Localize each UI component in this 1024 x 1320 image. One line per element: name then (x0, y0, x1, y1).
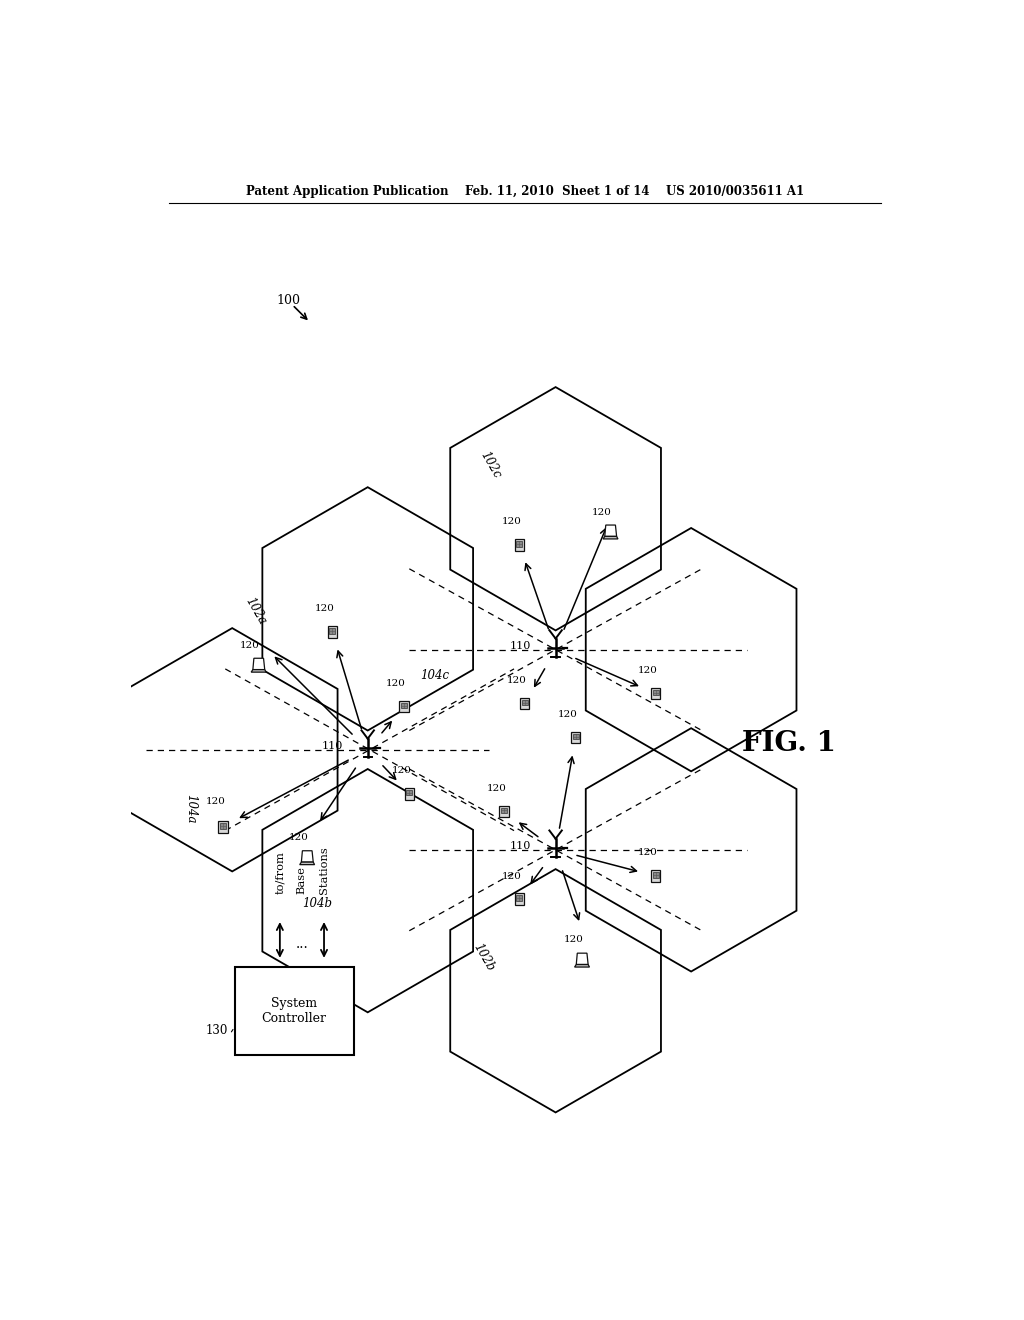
Polygon shape (577, 953, 588, 965)
Bar (515, 894, 524, 906)
Bar (516, 895, 522, 902)
Text: 120: 120 (391, 766, 412, 775)
Bar (234, 966, 354, 1056)
Text: 120: 120 (558, 710, 578, 719)
Bar (572, 734, 579, 739)
Text: 102a: 102a (243, 595, 268, 627)
Text: Base: Base (296, 866, 306, 894)
Text: 104c: 104c (420, 669, 450, 682)
Text: 120: 120 (486, 784, 506, 793)
Text: 120: 120 (638, 667, 658, 675)
Bar (515, 539, 524, 550)
Text: 120: 120 (592, 508, 611, 517)
Text: 120: 120 (507, 676, 527, 685)
Text: 110: 110 (510, 841, 531, 851)
Text: 104b: 104b (302, 898, 332, 911)
Text: 120: 120 (289, 833, 308, 842)
Bar (500, 805, 509, 817)
Bar (218, 821, 227, 833)
Text: 102b: 102b (470, 941, 497, 974)
Polygon shape (253, 659, 265, 669)
Bar (399, 701, 409, 713)
Bar (400, 704, 407, 709)
Polygon shape (605, 525, 616, 536)
Bar (330, 628, 336, 634)
Text: 120: 120 (502, 517, 521, 527)
Text: Patent Application Publication    Feb. 11, 2010  Sheet 1 of 14    US 2010/003561: Patent Application Publication Feb. 11, … (246, 185, 804, 198)
Bar (404, 788, 414, 800)
Bar (501, 808, 507, 813)
Text: 120: 120 (563, 936, 584, 944)
Bar (520, 698, 529, 709)
Text: 110: 110 (322, 741, 343, 751)
Text: 130: 130 (206, 1024, 228, 1038)
Polygon shape (574, 965, 590, 968)
Bar (652, 690, 658, 696)
Bar (651, 870, 660, 882)
Bar (521, 700, 528, 705)
Text: 120: 120 (638, 849, 658, 858)
Bar (220, 824, 226, 829)
Bar (651, 688, 660, 700)
Text: 110: 110 (510, 640, 531, 651)
Bar (407, 789, 413, 796)
Bar (571, 731, 581, 743)
Text: 120: 120 (314, 605, 335, 614)
Polygon shape (603, 536, 617, 539)
Text: 120: 120 (502, 871, 521, 880)
Text: 104a: 104a (184, 795, 197, 824)
Text: System
Controller: System Controller (262, 997, 327, 1026)
Text: to/from: to/from (274, 851, 285, 894)
Polygon shape (251, 669, 266, 672)
Bar (328, 626, 337, 638)
Bar (652, 873, 658, 878)
Text: Stations: Stations (319, 846, 329, 894)
Text: 120: 120 (386, 678, 407, 688)
Polygon shape (300, 862, 314, 865)
Text: 120: 120 (206, 797, 225, 805)
Bar (516, 541, 522, 546)
Text: 102c: 102c (478, 449, 504, 480)
Text: FIG. 1: FIG. 1 (742, 730, 836, 758)
Text: ...: ... (296, 937, 308, 950)
Text: 100: 100 (276, 294, 300, 308)
Text: 120: 120 (240, 640, 260, 649)
Polygon shape (301, 851, 313, 862)
